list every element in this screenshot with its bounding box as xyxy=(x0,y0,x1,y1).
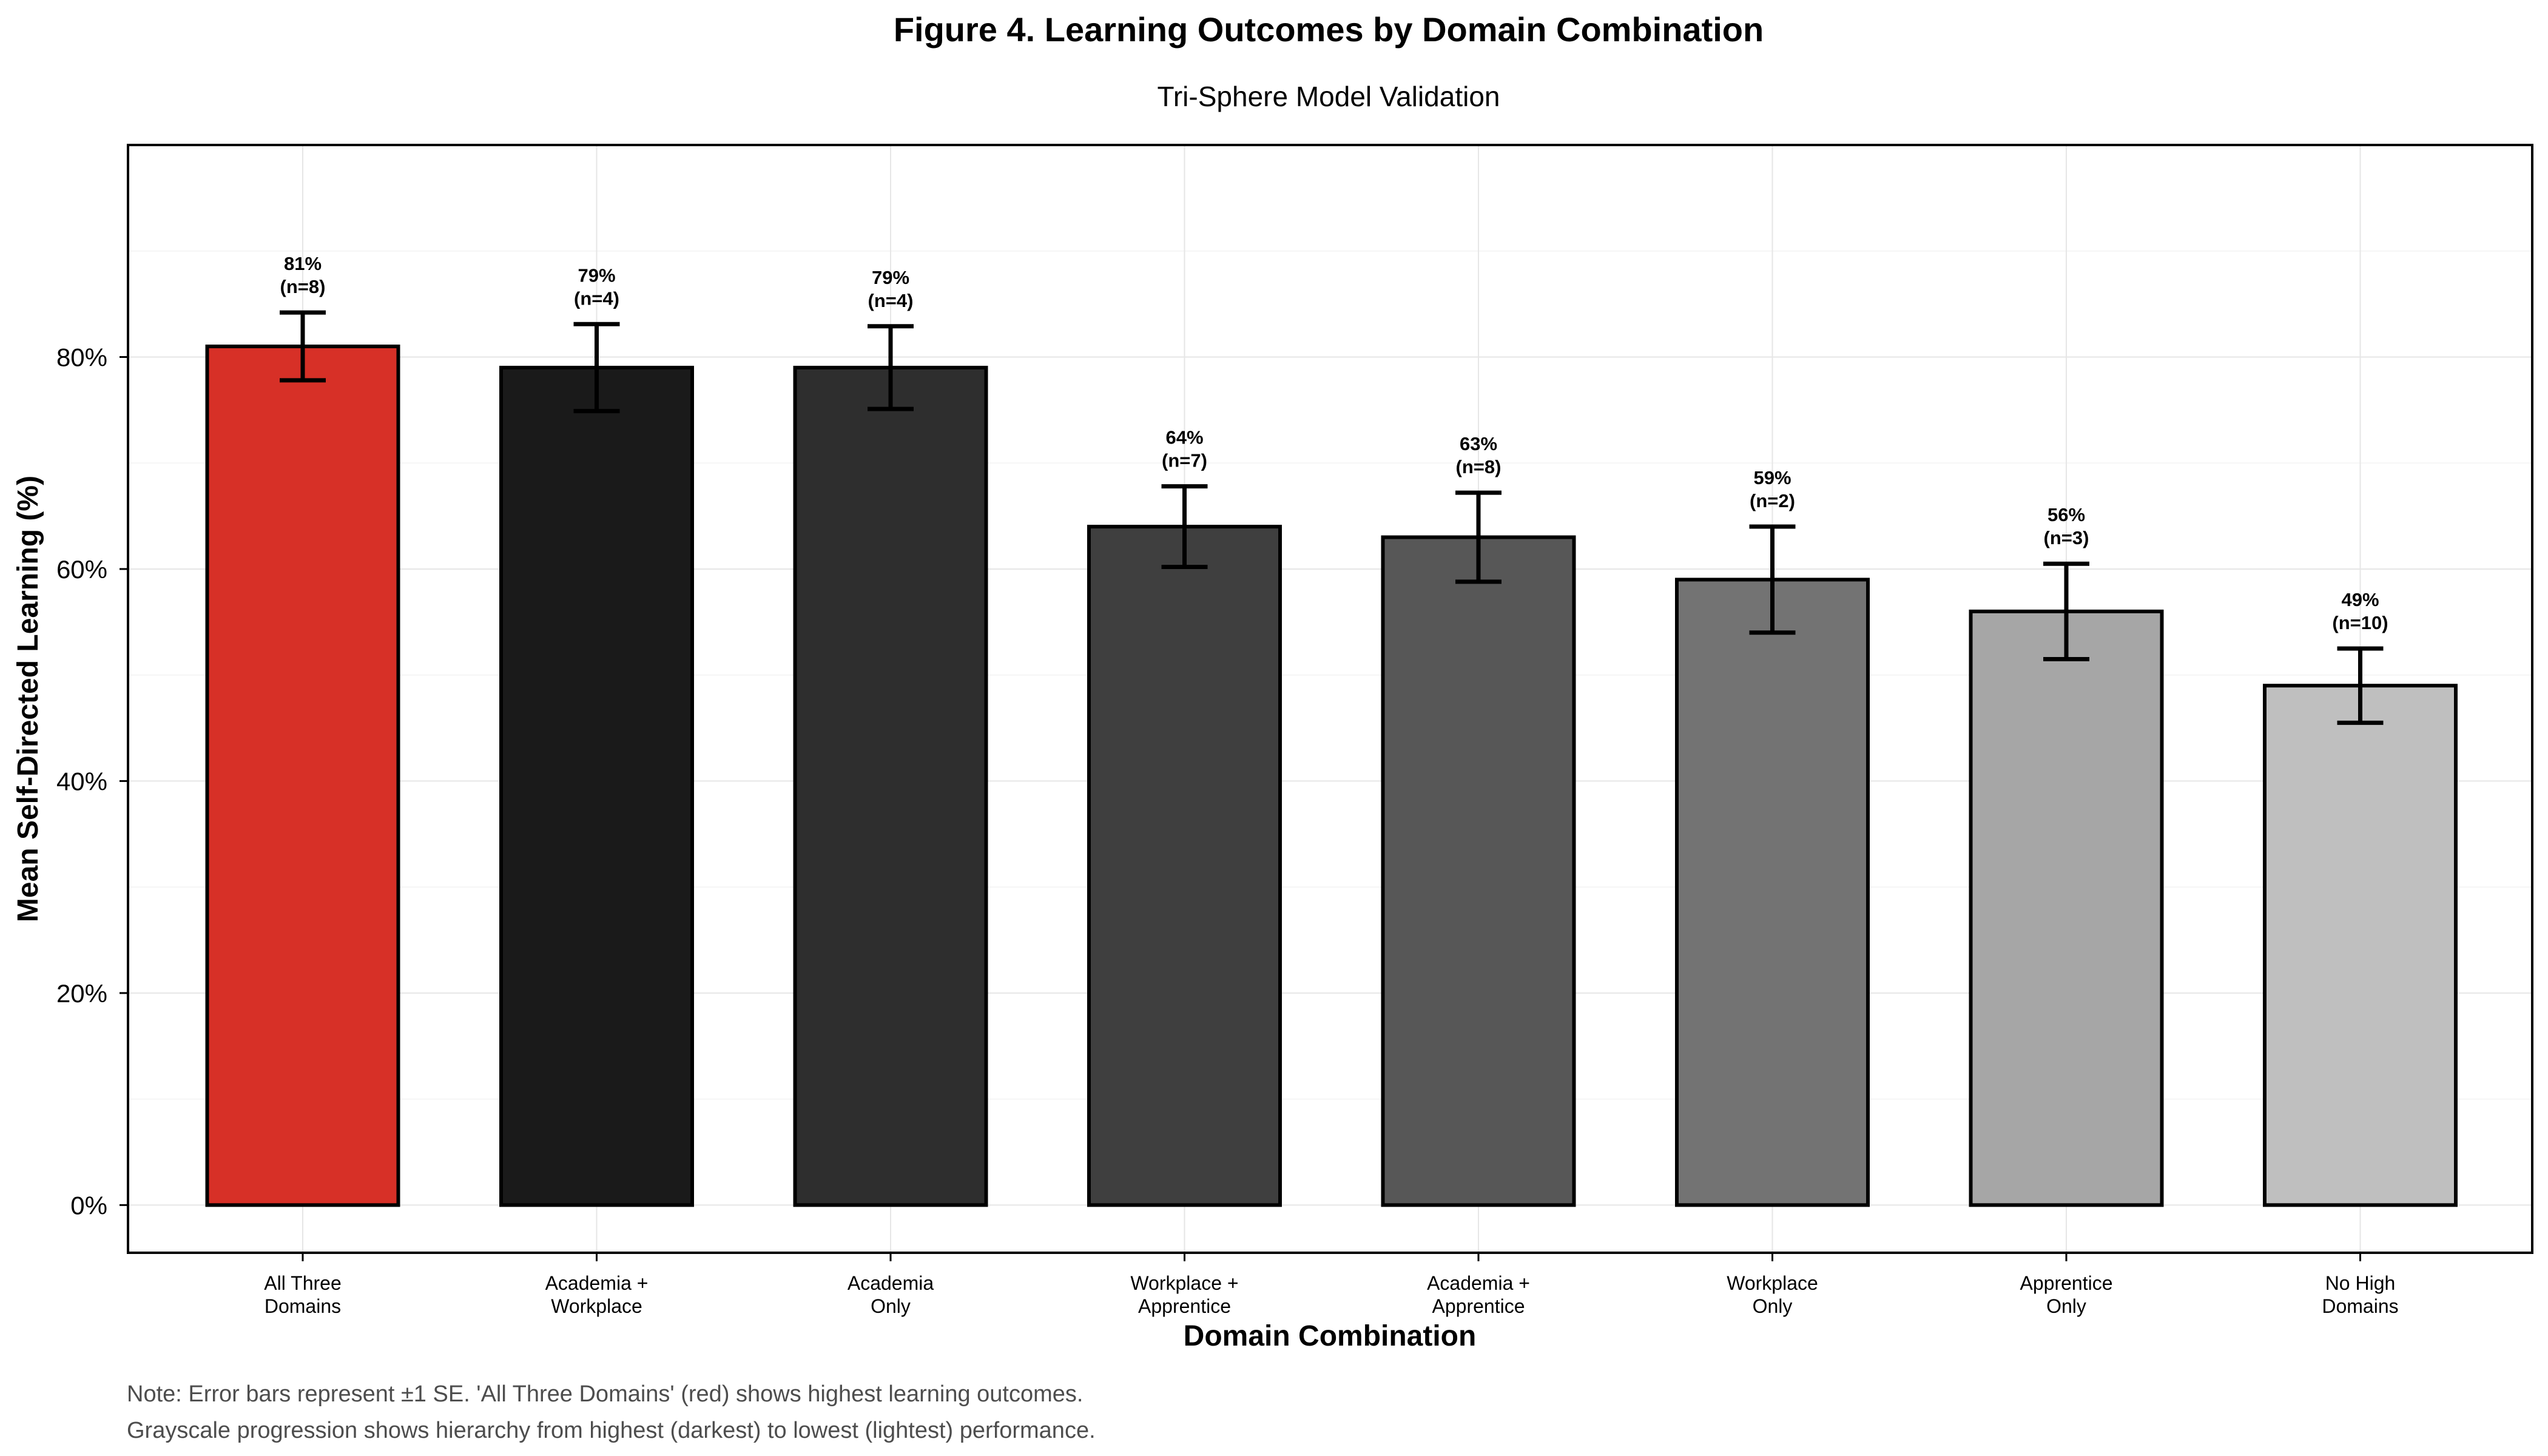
x-tick-label: Workplace xyxy=(1727,1272,1818,1294)
error-bars xyxy=(280,310,2384,725)
note-line-1: Note: Error bars represent ±1 SE. 'All T… xyxy=(127,1381,1083,1407)
bar xyxy=(1087,525,1282,1207)
bar xyxy=(1381,535,1576,1207)
x-tick-label: Academia + xyxy=(1427,1272,1530,1294)
bar xyxy=(1969,609,2164,1207)
x-tick-label: Only xyxy=(871,1295,911,1317)
data-label-value: 64% xyxy=(1165,427,1203,448)
data-label-value: 79% xyxy=(578,265,615,286)
y-tick-label: 60% xyxy=(56,555,107,584)
data-label-n: (n=4) xyxy=(868,290,914,311)
note-line-2: Grayscale progression shows hierarchy fr… xyxy=(127,1418,1096,1443)
data-label-value: 56% xyxy=(2048,504,2085,525)
data-label-n: (n=2) xyxy=(1750,490,1795,511)
bar xyxy=(499,365,694,1207)
bar xyxy=(205,345,400,1207)
data-label-n: (n=8) xyxy=(1456,456,1502,477)
error-bar xyxy=(868,324,914,411)
data-label-n: (n=3) xyxy=(2044,527,2089,548)
y-tick-label: 0% xyxy=(70,1191,107,1219)
y-axis-ticks: 0% 20% 40% 60% 80% xyxy=(56,343,128,1219)
x-tick-label: Apprentice xyxy=(1432,1295,1525,1317)
x-tick-label: Academia xyxy=(848,1272,934,1294)
error-bar xyxy=(2337,646,2384,725)
x-tick-label: Domains xyxy=(2322,1295,2398,1317)
error-bar xyxy=(1455,490,1502,584)
chart-title: Figure 4. Learning Outcomes by Domain Co… xyxy=(894,10,1764,49)
y-tick-label: 80% xyxy=(56,343,107,371)
y-axis-label: Mean Self-Directed Learning (%) xyxy=(12,476,44,922)
data-label-n: (n=4) xyxy=(574,288,619,309)
x-tick-label: Domains xyxy=(265,1295,341,1317)
data-labels: 81%(n=8)79%(n=4)79%(n=4)64%(n=7)63%(n=8)… xyxy=(280,253,2388,633)
x-tick-label: Apprentice xyxy=(1138,1295,1231,1317)
error-bar xyxy=(1161,484,1208,569)
x-axis-label: Domain Combination xyxy=(1184,1320,1477,1352)
x-tick-label: All Three xyxy=(264,1272,341,1294)
x-tick-label: Workplace xyxy=(551,1295,642,1317)
data-label-n: (n=8) xyxy=(280,276,326,297)
bar xyxy=(1675,578,1870,1207)
x-tick-label: Only xyxy=(1753,1295,1793,1317)
data-label-value: 79% xyxy=(872,267,909,288)
gridlines xyxy=(128,145,2532,1253)
y-tick-label: 40% xyxy=(56,767,107,795)
chart-subtitle: Tri-Sphere Model Validation xyxy=(1157,81,1500,112)
data-label-n: (n=7) xyxy=(1162,450,1207,471)
x-tick-label: Only xyxy=(2046,1295,2086,1317)
error-bar xyxy=(573,322,620,414)
bar xyxy=(2263,684,2458,1207)
x-tick-label: No High xyxy=(2325,1272,2396,1294)
x-tick-label: Academia + xyxy=(545,1272,649,1294)
error-bar xyxy=(1749,524,1796,635)
error-bar xyxy=(280,310,326,383)
bars xyxy=(205,345,2458,1207)
data-label-value: 49% xyxy=(2341,589,2379,610)
y-tick-label: 20% xyxy=(56,979,107,1008)
data-label-value: 81% xyxy=(284,253,322,274)
error-bar xyxy=(2043,561,2089,661)
plot-frame xyxy=(127,144,2533,1254)
x-tick-label: Workplace + xyxy=(1130,1272,1238,1294)
bar xyxy=(793,365,988,1207)
data-label-value: 59% xyxy=(1753,467,1791,488)
data-label-value: 63% xyxy=(1460,433,1497,454)
data-label-n: (n=10) xyxy=(2332,612,2388,633)
x-tick-label: Apprentice xyxy=(2020,1272,2113,1294)
